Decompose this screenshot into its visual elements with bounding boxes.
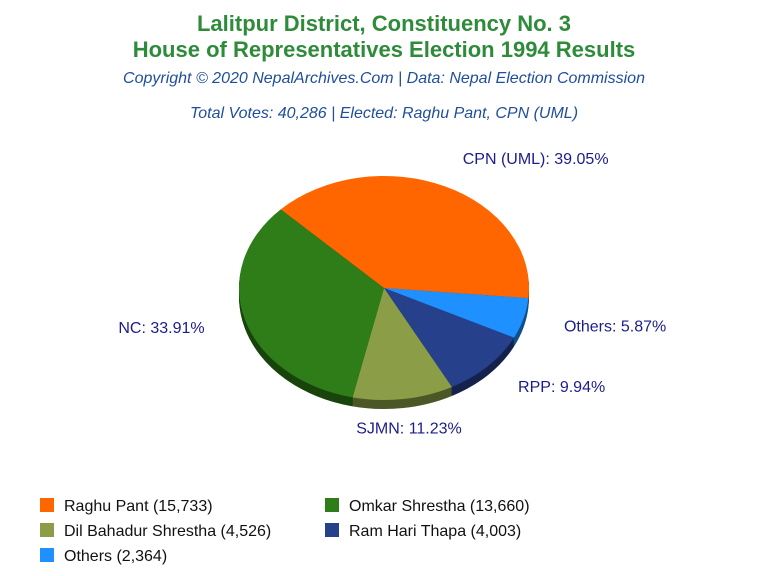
legend-swatch [325, 498, 339, 512]
legend-swatch [325, 523, 339, 537]
legend-label: Others (2,364) [64, 548, 168, 565]
legend-swatch [40, 498, 54, 512]
legend-label: Ram Hari Thapa (4,003) [349, 523, 522, 540]
slice-label: NC: 33.91% [118, 320, 204, 337]
summary-text: Total Votes: 40,286 | Elected: Raghu Pan… [189, 105, 579, 122]
pie-slice [280, 175, 530, 299]
legend-item: Others (2,364) [40, 548, 167, 566]
legend-label: Omkar Shrestha (13,660) [349, 498, 530, 515]
legend-label: Raghu Pant (15,733) [64, 498, 213, 515]
legend-item: Ram Hari Thapa (4,003) [325, 523, 521, 541]
chart-title-line1: Lalitpur District, Constituency No. 3 [196, 11, 572, 36]
legend-swatch [40, 523, 54, 537]
legend-item: Dil Bahadur Shrestha (4,526) [40, 523, 271, 541]
pie-slice [384, 288, 514, 387]
slice-label: CPN (UML): 39.05% [463, 151, 609, 168]
pie-slice [352, 288, 452, 400]
legend-swatch [40, 548, 54, 562]
slice-label: RPP: 9.94% [518, 379, 605, 396]
pie-slice [238, 209, 384, 398]
pie-chart: CPN (UML): 39.05% Others: 5.87% RPP: 9.94%… [118, 151, 666, 438]
legend-item: Omkar Shrestha (13,660) [325, 498, 530, 516]
pie-slice [384, 288, 529, 338]
slice-label: Others: 5.87% [564, 319, 666, 336]
legend-item: Raghu Pant (15,733) [40, 498, 213, 516]
chart-title-line2: House of Representatives Election 1994 R… [132, 37, 636, 62]
copyright-text: Copyright © 2020 NepalArchives.Com | Dat… [123, 70, 645, 87]
legend-label: Dil Bahadur Shrestha (4,526) [64, 523, 272, 540]
slice-label: SJMN: 11.23% [356, 421, 462, 438]
